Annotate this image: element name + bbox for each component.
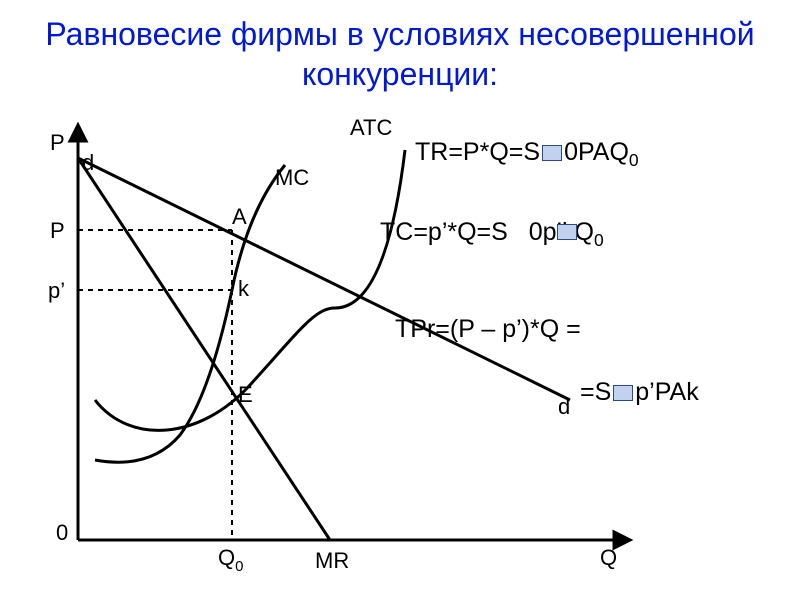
mr-line bbox=[78, 158, 330, 540]
y-axis-label: P bbox=[50, 130, 65, 155]
a-label: A bbox=[232, 204, 247, 229]
pprime-label: p’ bbox=[48, 278, 65, 303]
square-icon bbox=[542, 145, 562, 161]
square-icon bbox=[613, 385, 633, 401]
mr-label: MR bbox=[315, 548, 349, 573]
equilibrium-chart: 0 P d Q P p’ A k E Q0 ATC MC MR d bbox=[0, 0, 800, 600]
x-axis-label: Q bbox=[600, 545, 617, 570]
p-label: P bbox=[50, 218, 65, 243]
square-icon bbox=[557, 224, 577, 240]
atc-label: ATC bbox=[350, 115, 392, 140]
formula-tpr-1: TPr=(P – p’)*Q = bbox=[395, 315, 581, 344]
k-label: k bbox=[238, 276, 250, 301]
origin-label: 0 bbox=[56, 520, 68, 545]
e-label: E bbox=[238, 382, 253, 407]
mc-label: MC bbox=[275, 165, 309, 190]
q0-label: Q0 bbox=[218, 545, 243, 575]
d-right-label: d bbox=[558, 394, 570, 419]
mc-curve bbox=[95, 165, 285, 462]
d-top-label: d bbox=[82, 150, 94, 175]
formula-tr: TR=P*Q=S0PAQ0 bbox=[415, 138, 639, 171]
formula-tpr-2: =Sp’PAk bbox=[580, 378, 699, 407]
demand-line bbox=[78, 158, 570, 400]
